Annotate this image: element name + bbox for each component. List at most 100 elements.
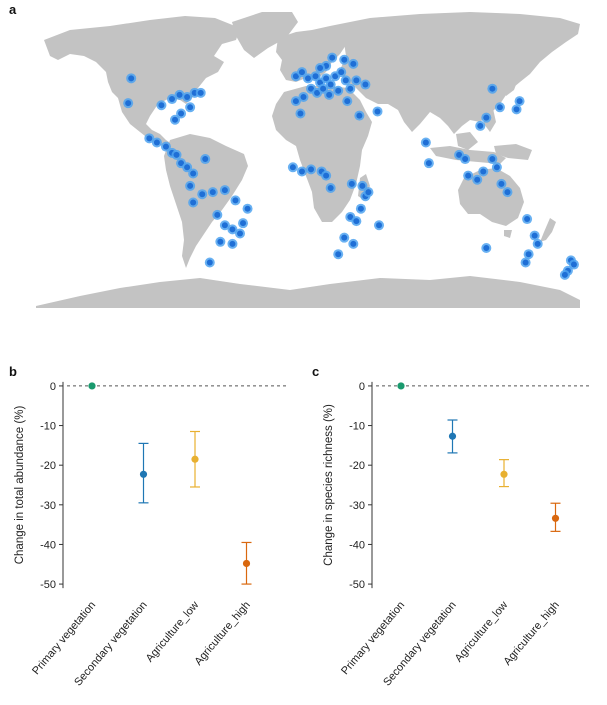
study-site-point: [292, 73, 299, 80]
study-site-point: [561, 271, 568, 278]
land-antarctica: [36, 276, 580, 308]
panel-b-y-tick-label: -30: [40, 500, 56, 512]
study-site-point: [214, 211, 221, 218]
panel-b-point-primary: [88, 382, 96, 390]
panel-c-point-primary: [397, 382, 405, 390]
study-site-point: [297, 110, 304, 117]
study-site-point: [209, 189, 216, 196]
study-site-point: [335, 87, 342, 94]
study-site-point: [483, 114, 490, 121]
study-site-point: [199, 191, 206, 198]
study-site-point: [493, 164, 500, 171]
panel-b-category-agri-high: Agriculture_high: [193, 599, 253, 668]
study-site-point: [197, 89, 204, 96]
study-site-point: [353, 77, 360, 84]
study-site-point: [221, 222, 228, 229]
study-site-point: [308, 85, 315, 92]
study-site-point: [312, 73, 319, 80]
panel-c-point-secondary: [448, 432, 457, 440]
panel-c-y-tick-label: -30: [349, 500, 365, 512]
study-site-point: [347, 85, 354, 92]
study-site-point: [480, 168, 487, 175]
panel-b-chart: 0 -10 -20 -30 -40 -50 Change in total abundan…: [14, 381, 286, 688]
panel-a-label: a: [9, 2, 17, 17]
panel-b-point-agri-high: [242, 559, 251, 568]
study-site-point: [456, 151, 463, 158]
study-site-point: [348, 180, 355, 187]
land-new-guinea: [494, 144, 532, 160]
study-site-point: [374, 108, 381, 115]
study-site-point: [146, 135, 153, 142]
study-site-point: [317, 65, 324, 71]
study-site-point: [477, 122, 484, 129]
study-site-point: [570, 261, 577, 268]
study-site-point: [221, 187, 228, 194]
panel-c-y-tick-label: -10: [349, 421, 365, 433]
panel-b-x-tick-labels: Primary vegetation Secondary vegetation …: [30, 599, 253, 688]
study-site-point: [483, 245, 490, 251]
panel-c-x-tick-labels: Primary vegetation Secondary vegetation …: [339, 599, 562, 688]
panel-b-y-tick-label: -10: [40, 421, 56, 433]
study-site-point: [350, 240, 357, 247]
study-site-point: [531, 232, 538, 239]
study-site-point: [332, 73, 339, 80]
land-greenland: [232, 12, 298, 58]
study-site-point: [489, 85, 496, 92]
panel-b-y-axis-title: Change in total abundance (%): [14, 406, 26, 565]
study-site-point: [229, 226, 236, 233]
study-site-point: [323, 75, 330, 82]
study-site-point: [534, 240, 541, 247]
study-site-point: [190, 170, 197, 177]
study-site-point: [237, 230, 243, 237]
panel-c-label: c: [312, 364, 319, 379]
study-site-point: [300, 93, 307, 100]
study-site-point: [125, 100, 132, 107]
study-site-point: [353, 218, 360, 225]
land-tasmania: [504, 230, 512, 238]
study-site-point: [292, 98, 299, 105]
panel-c-y-tick-label: -20: [349, 460, 365, 472]
panel-c-point-agri-high: [551, 514, 560, 522]
world-map: [36, 12, 580, 308]
study-site-point: [350, 60, 357, 67]
panel-b-y-tick-label: -50: [40, 579, 56, 591]
panel-c-y-axis: 0 -10 -20 -30 -40 -50: [349, 381, 373, 591]
land-new-zealand: [540, 218, 556, 242]
panel-b-label: b: [9, 364, 17, 379]
land-europe: [276, 26, 348, 82]
panel-c-chart: 0 -10 -20 -30 -40 -50 Change in species richn…: [323, 381, 592, 688]
study-site-point: [298, 168, 305, 175]
study-site-point: [153, 139, 160, 146]
study-site-point: [308, 166, 315, 173]
study-site-point: [344, 98, 351, 105]
study-site-point: [289, 164, 296, 171]
study-site-point: [335, 251, 342, 258]
study-site-point: [462, 156, 469, 163]
panel-b-category-agri-low: Agriculture_low: [144, 599, 202, 664]
study-site-point: [341, 234, 348, 241]
study-site-point: [342, 77, 349, 84]
study-site-point: [229, 240, 236, 247]
study-site-point: [347, 213, 354, 220]
study-site-point: [320, 85, 327, 92]
land-north-america: [44, 16, 240, 146]
panel-b-marks: [88, 382, 252, 585]
study-sites: [123, 52, 579, 280]
study-site-point: [513, 106, 520, 113]
land-masses: [36, 12, 580, 308]
study-site-point: [184, 164, 191, 171]
study-site-point: [232, 197, 239, 204]
panel-c-point-agri-low: [500, 470, 508, 478]
study-site-point: [522, 259, 529, 266]
study-site-point: [496, 104, 503, 111]
study-site-point: [190, 199, 197, 206]
study-site-point: [187, 104, 194, 111]
study-site-point: [329, 54, 336, 61]
study-site-point: [504, 189, 511, 196]
study-site-point: [498, 180, 505, 187]
study-site-point: [314, 89, 321, 96]
land-japan: [502, 64, 520, 96]
study-site-point: [376, 222, 383, 229]
panel-c-marks: [397, 382, 561, 532]
